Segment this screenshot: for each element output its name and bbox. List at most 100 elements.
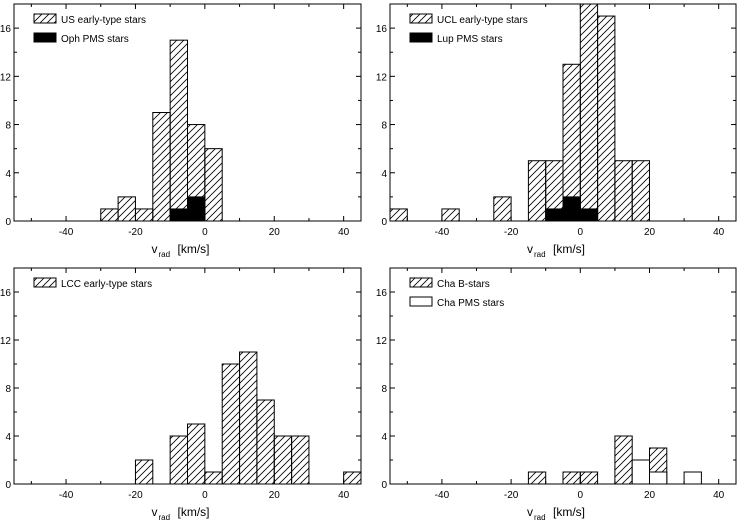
histogram-bar <box>169 39 188 222</box>
histogram-bar <box>631 160 651 222</box>
x-axis-unit: [km/s] <box>553 242 585 256</box>
histogram-bar <box>597 15 616 222</box>
legend-label: US early-type stars <box>61 15 146 26</box>
legend-swatch <box>33 13 57 24</box>
x-tick-label: -40 <box>435 227 450 238</box>
histogram-bar <box>614 160 633 222</box>
histogram-bar <box>221 363 241 485</box>
histogram-bar <box>256 399 275 485</box>
y-tick-label: 12 <box>0 72 11 83</box>
y-tick-label: 0 <box>5 217 11 228</box>
plot-frame <box>389 267 737 485</box>
x-tick-label: -40 <box>59 227 74 238</box>
histogram-bar <box>134 208 154 222</box>
histogram-bar <box>527 471 547 485</box>
y-tick-label: 16 <box>376 288 388 299</box>
y-tick-label: 8 <box>5 121 11 132</box>
histogram-bar <box>134 459 154 485</box>
x-tick-label: 40 <box>338 490 350 501</box>
x-axis-unit: [km/s] <box>178 505 210 519</box>
histogram-bar <box>204 471 223 485</box>
legend-label: UCL early-type stars <box>437 15 528 26</box>
legend-swatch <box>409 32 433 43</box>
y-tick-label: 8 <box>381 384 387 395</box>
x-axis-label-subscript: rad <box>534 513 546 520</box>
x-axis-label-subscript: rad <box>159 250 171 259</box>
y-tick-label: 4 <box>5 432 11 443</box>
legend-swatch <box>409 13 433 24</box>
x-axis-label-subscript: rad <box>534 250 546 259</box>
x-tick-label: -40 <box>59 490 74 501</box>
histogram-bar <box>169 208 188 222</box>
y-tick-label: 12 <box>0 336 11 347</box>
x-axis-label: v <box>152 242 158 256</box>
histogram-bar <box>291 435 310 485</box>
histogram-bar <box>273 435 293 485</box>
histogram-bar <box>441 208 460 222</box>
x-tick-label: -20 <box>128 227 143 238</box>
y-tick-label: 16 <box>0 288 11 299</box>
x-tick-label: -40 <box>435 490 450 501</box>
histogram-bar <box>579 471 599 485</box>
histogram-bar <box>239 351 258 485</box>
x-tick-label: 20 <box>644 490 656 501</box>
histogram-bar <box>169 435 188 485</box>
histogram-panel-bottom-right: -40 -20 0 20 40 0 4 8 12 16 v rad [km/s] Cha B-stars C… <box>376 267 737 520</box>
legend-label: Lup PMS stars <box>437 34 503 45</box>
y-tick-label: 4 <box>5 169 11 180</box>
x-tick-label: 40 <box>713 490 725 501</box>
y-tick-label: 4 <box>381 169 387 180</box>
x-axis-unit: [km/s] <box>553 505 585 519</box>
histogram-bar <box>493 196 512 222</box>
y-tick-label: 16 <box>0 24 11 35</box>
histogram-bar <box>527 160 547 222</box>
x-axis-label: v <box>527 505 533 519</box>
histogram-bar <box>187 196 206 222</box>
x-tick-label: 0 <box>202 490 208 501</box>
histogram-bar <box>649 471 668 485</box>
x-tick-label: 20 <box>269 227 281 238</box>
histogram-bar <box>117 196 136 222</box>
x-axis-label-subscript: rad <box>159 513 171 520</box>
y-tick-label: 0 <box>381 480 387 491</box>
y-tick-label: 16 <box>376 24 388 35</box>
histogram-bar <box>152 112 171 222</box>
y-tick-label: 8 <box>381 121 387 132</box>
histogram-bar <box>389 208 408 222</box>
x-tick-label: 0 <box>578 227 584 238</box>
x-tick-label: 0 <box>578 490 584 501</box>
legend-label: Oph PMS stars <box>61 34 129 45</box>
x-tick-label: -20 <box>504 227 519 238</box>
legend-label: Cha B-stars <box>437 279 490 290</box>
x-tick-label: -20 <box>128 490 143 501</box>
plot-frame <box>13 267 362 485</box>
histogram-bar <box>343 471 362 485</box>
histogram-bar <box>579 208 599 222</box>
x-axis-unit: [km/s] <box>178 242 210 256</box>
plot-frame <box>389 3 737 222</box>
histogram-bar <box>683 471 702 485</box>
legend-label: LCC early-type stars <box>61 279 152 290</box>
histogram-bar <box>562 196 581 222</box>
histogram-panel-top-right: -40 -20 0 20 40 0 4 8 12 16 v rad [km/s] UCL early-ty… <box>376 3 737 259</box>
y-tick-label: 4 <box>381 432 387 443</box>
y-tick-label: 12 <box>376 72 388 83</box>
legend-swatch <box>33 277 57 288</box>
y-tick-label: 0 <box>5 480 11 491</box>
histogram-bar <box>631 459 651 485</box>
y-tick-label: 0 <box>381 217 387 228</box>
x-tick-label: 20 <box>269 490 281 501</box>
y-tick-label: 12 <box>376 336 388 347</box>
legend-swatch <box>33 32 57 43</box>
x-tick-label: 40 <box>338 227 350 238</box>
histogram-bar <box>545 208 564 222</box>
histogram-panel-top-left: -40 -20 0 20 40 0 4 8 12 16 v rad [km/s] US early-typ… <box>0 3 362 259</box>
histogram-panel-bottom-left: -40 -20 0 20 40 0 4 8 12 16 v rad [km/s] LCC early-ty… <box>0 267 362 520</box>
histogram-bar <box>614 435 633 485</box>
histogram-bar <box>579 3 599 222</box>
histogram-bar <box>187 423 206 485</box>
legend-swatch <box>409 296 433 307</box>
histogram-bar <box>562 471 581 485</box>
y-tick-label: 8 <box>5 384 11 395</box>
